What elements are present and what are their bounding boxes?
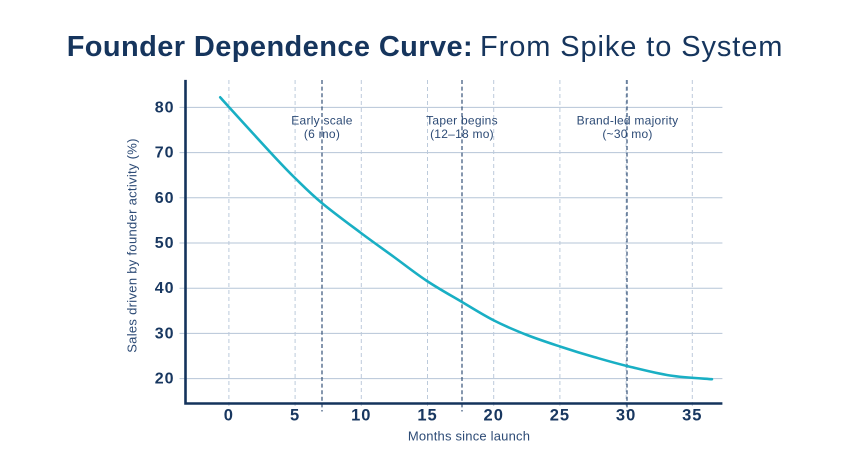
svg-text:15: 15 xyxy=(417,407,437,425)
svg-text:20: 20 xyxy=(155,371,175,388)
svg-text:Taper begins: Taper begins xyxy=(426,114,498,128)
svg-text:Sales driven by founder activi: Sales driven by founder activity (%) xyxy=(124,138,139,353)
svg-text:Months since launch: Months since launch xyxy=(408,429,530,444)
svg-text:70: 70 xyxy=(155,145,175,162)
svg-text:0: 0 xyxy=(224,407,234,425)
svg-text:(6 mo): (6 mo) xyxy=(304,127,340,141)
svg-text:25: 25 xyxy=(550,407,570,425)
svg-text:60: 60 xyxy=(155,190,175,207)
svg-text:10: 10 xyxy=(351,407,371,425)
svg-text:30: 30 xyxy=(616,407,636,425)
svg-text:Brand-led majority: Brand-led majority xyxy=(577,114,679,128)
svg-text:80: 80 xyxy=(155,99,175,116)
svg-text:20: 20 xyxy=(484,407,504,425)
svg-text:Early scale: Early scale xyxy=(291,114,353,128)
svg-text:(~30 mo): (~30 mo) xyxy=(602,127,652,141)
svg-text:(12–18 mo): (12–18 mo) xyxy=(430,127,494,141)
svg-text:35: 35 xyxy=(682,407,702,425)
svg-text:40: 40 xyxy=(155,280,175,297)
svg-text:30: 30 xyxy=(155,325,175,342)
svg-text:50: 50 xyxy=(155,235,175,252)
svg-text:5: 5 xyxy=(290,407,300,425)
